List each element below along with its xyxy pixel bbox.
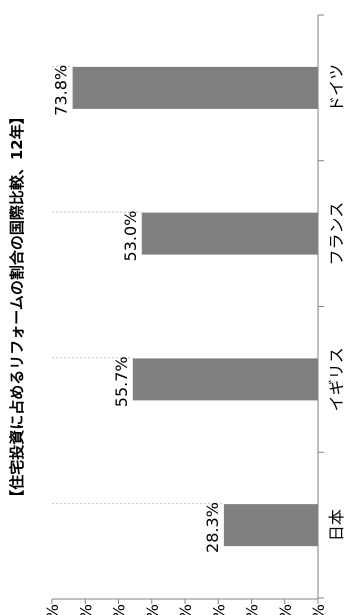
value-axis-tick-labels: 0% 10% 20% 30% 40% 50% 60% 70% 80% <box>43 604 328 615</box>
category-label: ドイツ <box>327 64 346 112</box>
bar <box>223 504 318 547</box>
value-tick-label: 40% <box>176 604 195 615</box>
value-tick-label: 50% <box>143 604 162 615</box>
data-labels: 28.3% 55.7% 53.0% 73.8% <box>52 65 222 553</box>
value-tick-label: 80% <box>43 604 62 615</box>
bars <box>52 65 319 547</box>
category-label: フランス <box>327 202 346 266</box>
chart-title: 【住宅投資に占めるリフォームの割合の国際比較、12年】 <box>8 109 26 504</box>
category-labels: 日本 イギリス フランス ドイツ <box>327 64 346 541</box>
data-label: 28.3% <box>203 502 222 553</box>
value-tick-label: 0% <box>309 604 328 615</box>
bar <box>132 358 318 401</box>
bar <box>72 66 319 109</box>
data-label: 55.7% <box>112 356 131 407</box>
data-label: 73.8% <box>52 65 71 116</box>
value-tick-label: 10% <box>276 604 295 615</box>
axes <box>51 14 324 604</box>
value-tick-label: 30% <box>209 604 228 615</box>
category-label: イギリス <box>327 347 346 411</box>
data-label: 53.0% <box>121 211 140 262</box>
value-tick-label: 60% <box>110 604 129 615</box>
value-tick-label: 20% <box>243 604 262 615</box>
bar <box>141 212 318 255</box>
category-label: 日本 <box>327 509 346 541</box>
value-tick-label: 70% <box>76 604 95 615</box>
